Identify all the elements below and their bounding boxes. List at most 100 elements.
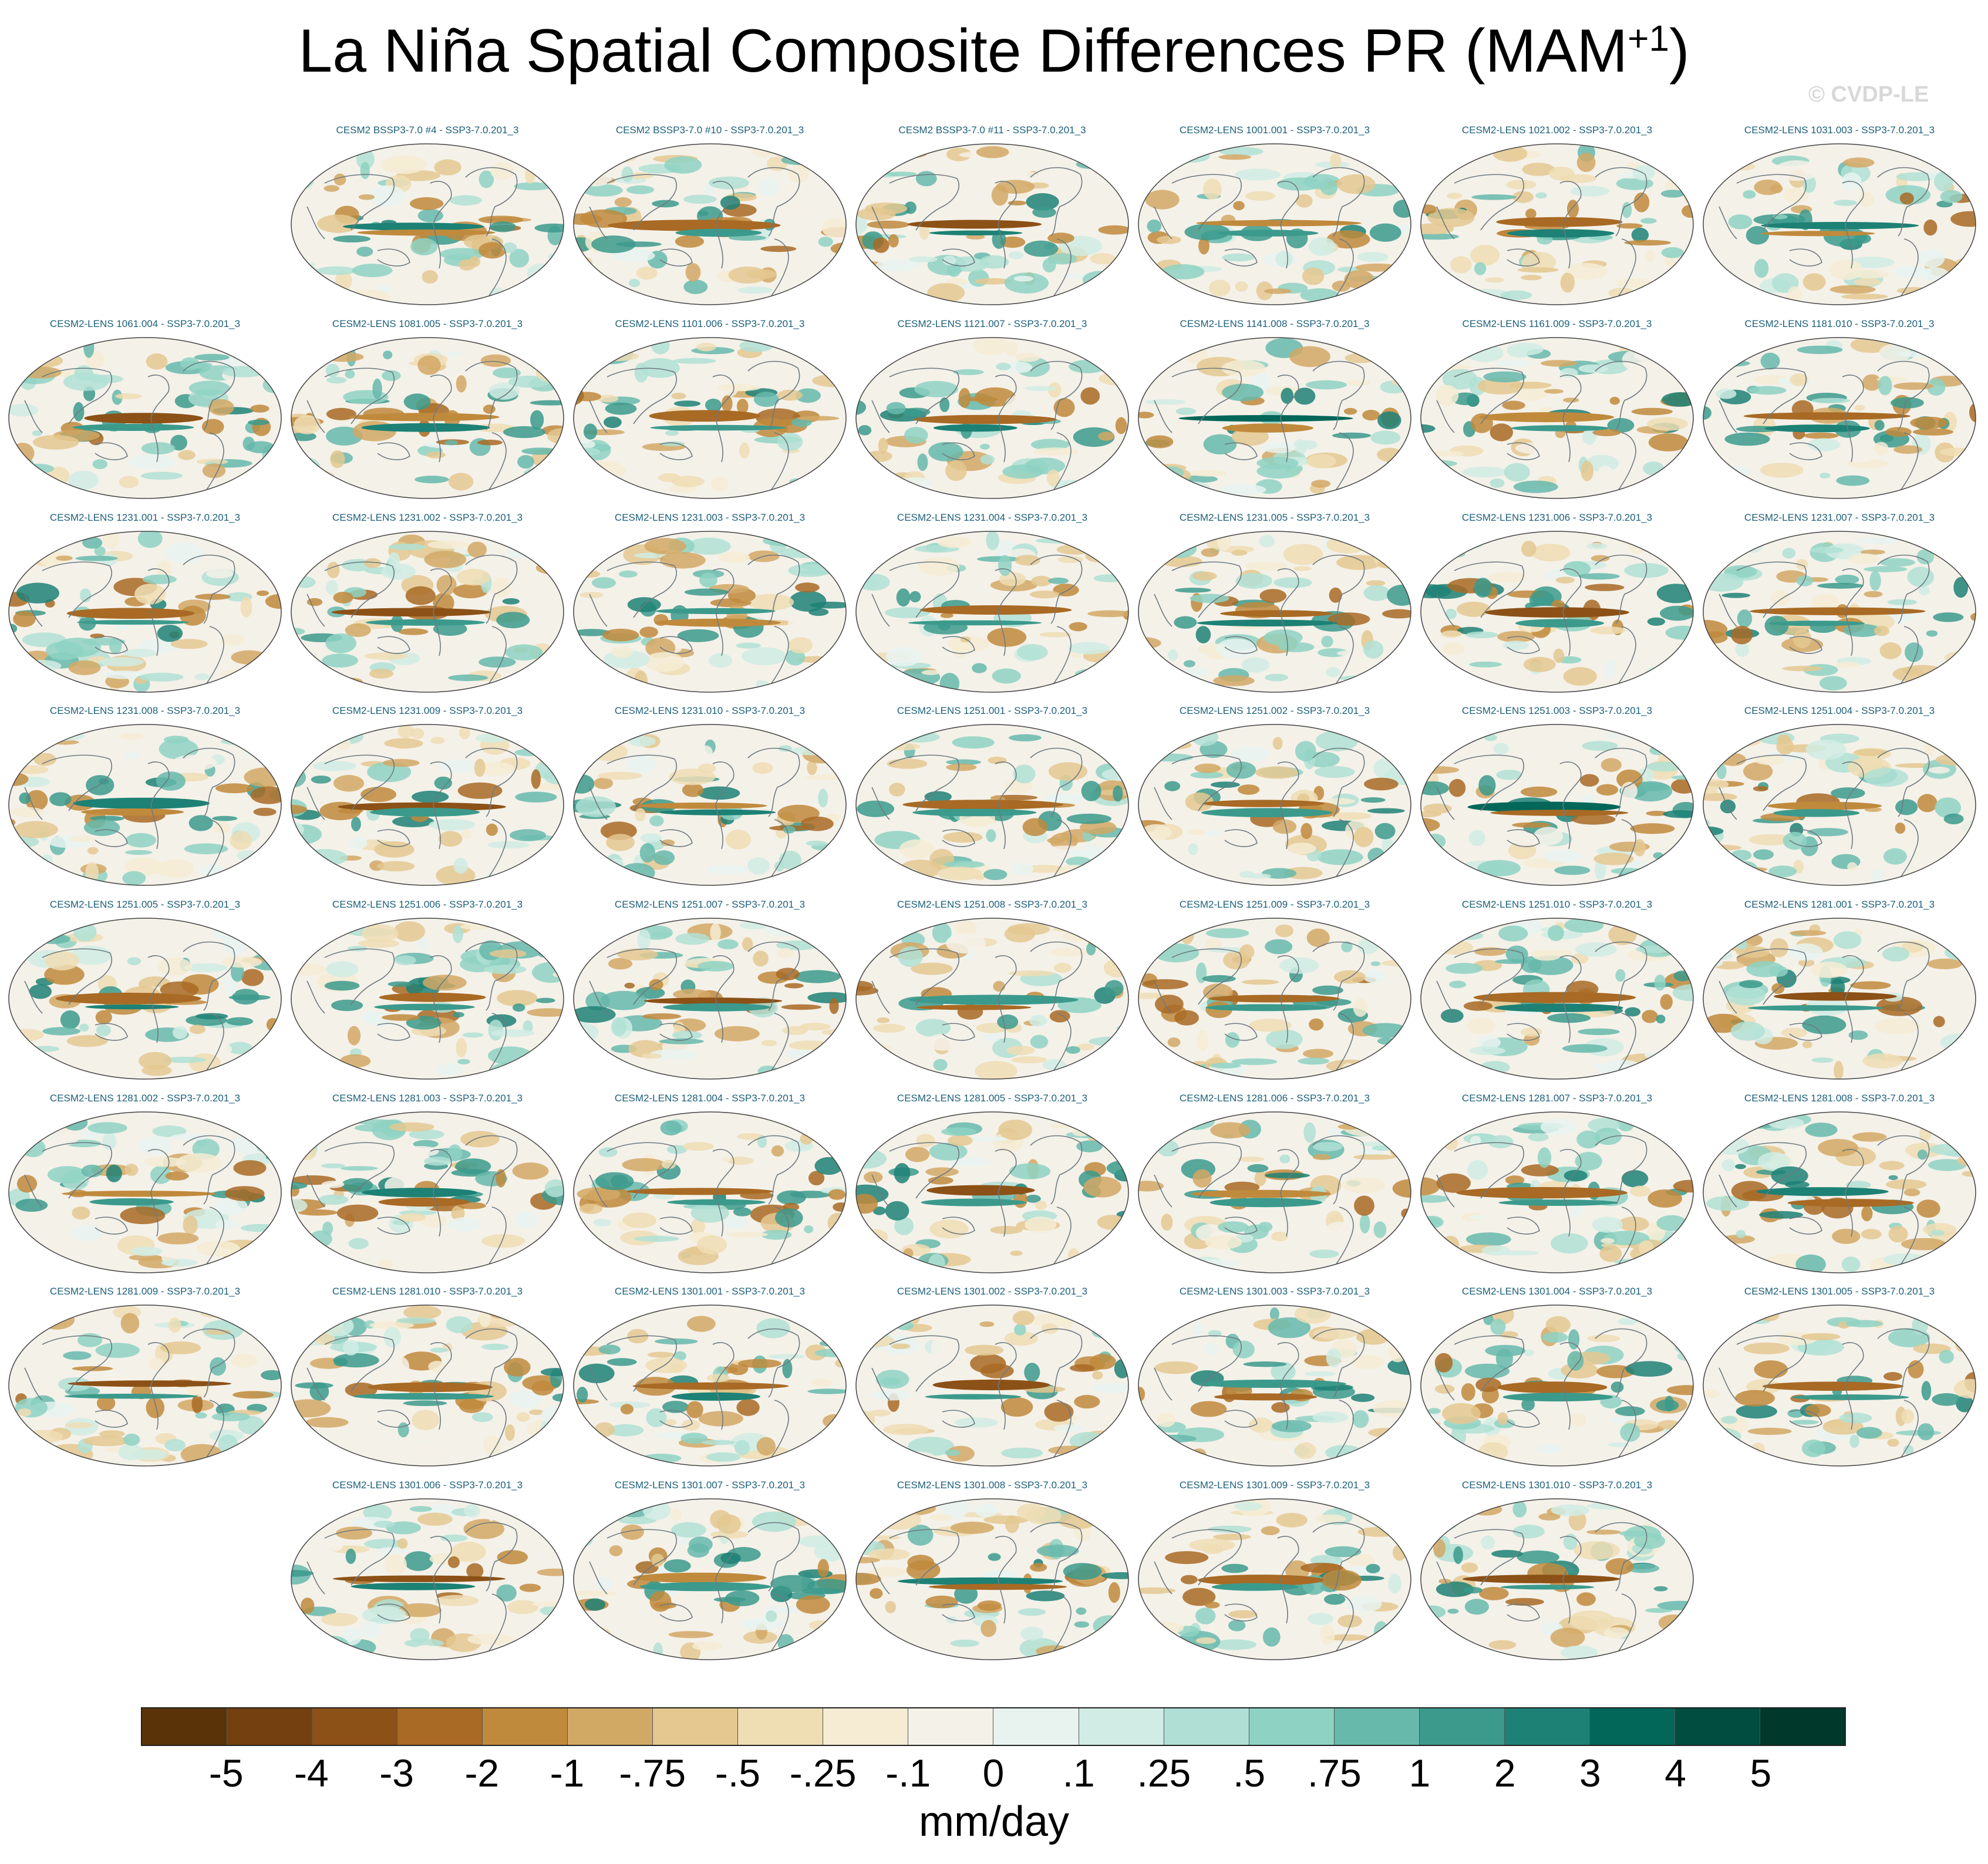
- anomaly-blob: [864, 865, 905, 884]
- map-border: [8, 531, 282, 693]
- anomaly-blob: [291, 1519, 296, 1532]
- anomaly-blob: [410, 1628, 430, 1643]
- anomaly-blob: [612, 1246, 657, 1258]
- anomaly-blob: [1517, 1550, 1559, 1564]
- anomaly-blob: [1094, 1515, 1104, 1528]
- colorbar-tick-label: .25: [1137, 1751, 1191, 1795]
- anomaly-blob: [1502, 400, 1525, 410]
- map-panel: CESM2-LENS 1231.002 - SSP3-7.0.201_3: [289, 512, 565, 695]
- anomaly-blob: [1653, 852, 1663, 859]
- anomaly-blob: [1449, 551, 1465, 558]
- anomaly-blob: [1312, 1411, 1349, 1423]
- anomaly-blob: [611, 646, 634, 658]
- anomaly-blob: [1475, 1377, 1502, 1392]
- map-border: [1138, 724, 1411, 886]
- map-panel: CESM2-LENS 1161.009 - SSP3-7.0.201_3: [1419, 318, 1695, 501]
- anomaly-blob: [1201, 548, 1219, 557]
- coastline: [1312, 1522, 1365, 1592]
- anomaly-blob: [1839, 1413, 1872, 1424]
- coastline: [942, 1603, 975, 1622]
- anomaly-blob: [44, 964, 85, 985]
- equatorial-anomaly: [1222, 423, 1313, 433]
- anomaly-blob: [1421, 668, 1442, 675]
- anomaly-blob: [83, 338, 95, 358]
- anomaly-blob: [348, 1238, 369, 1249]
- map-panel: CESM2-LENS 1251.004 - SSP3-7.0.201_3: [1701, 705, 1977, 888]
- anomaly-blob: [102, 1131, 116, 1151]
- anomaly-blob: [1342, 1063, 1355, 1078]
- anomaly-blob: [79, 1023, 89, 1032]
- anomaly-blob: [955, 921, 977, 936]
- anomaly-blob: [1940, 190, 1963, 203]
- anomaly-blob: [1625, 1007, 1641, 1017]
- anomaly-blob: [1792, 377, 1805, 383]
- anomaly-blob: [1703, 406, 1711, 420]
- anomaly-blob: [291, 851, 316, 862]
- anomaly-blob: [1314, 766, 1355, 778]
- anomaly-blob: [479, 656, 516, 668]
- anomaly-blob: [1168, 649, 1178, 661]
- anomaly-blob: [1562, 1044, 1608, 1053]
- coastline: [1154, 1174, 1172, 1208]
- anomaly-blob: [1469, 1215, 1486, 1220]
- anomaly-blob: [1854, 749, 1888, 756]
- anomaly-blob: [1205, 1235, 1242, 1249]
- anomaly-blob: [574, 370, 588, 386]
- coastline: [1901, 1400, 1919, 1458]
- anomaly-blob: [1144, 338, 1176, 354]
- anomaly-blob: [130, 1246, 163, 1256]
- anomaly-blob: [543, 1042, 564, 1051]
- anomaly-blob: [1927, 958, 1963, 969]
- anomaly-blob: [1076, 160, 1106, 169]
- anomaly-blob: [536, 1438, 564, 1455]
- panel-map: [1703, 1111, 1976, 1273]
- coastline: [24, 1367, 43, 1401]
- coastline: [1595, 554, 1647, 624]
- anomaly-blob: [1660, 605, 1693, 621]
- anomaly-blob: [807, 1388, 846, 1394]
- anomaly-blob: [1202, 975, 1236, 983]
- anomaly-blob: [596, 1576, 612, 1591]
- coastline: [465, 1328, 518, 1398]
- coastline: [147, 955, 170, 1043]
- panel-map: [855, 724, 1129, 886]
- coastline: [606, 1529, 677, 1586]
- anomaly-blob: [796, 1595, 830, 1614]
- anomaly-blob: [159, 739, 198, 760]
- anomaly-blob: [1141, 824, 1172, 841]
- anomaly-blob: [943, 831, 983, 843]
- anomaly-blob: [1030, 1563, 1047, 1572]
- anomaly-blob: [1490, 478, 1505, 488]
- anomaly-blob: [1716, 388, 1737, 399]
- anomaly-blob: [1209, 279, 1231, 296]
- anomaly-blob: [1030, 439, 1070, 451]
- equatorial-anomaly: [1764, 424, 1870, 433]
- coastline: [324, 174, 395, 231]
- anomaly-blob: [1672, 984, 1693, 1002]
- anomaly-blob: [1108, 1582, 1120, 1603]
- anomaly-blob: [1792, 629, 1812, 649]
- anomaly-blob: [1397, 1620, 1411, 1637]
- anomaly-blob: [1737, 609, 1753, 628]
- anomaly-blob: [747, 594, 794, 611]
- anomaly-blob: [1829, 259, 1864, 280]
- anomaly-blob: [1182, 1587, 1216, 1606]
- coastline: [42, 368, 112, 424]
- coastline: [1053, 432, 1072, 490]
- anomaly-blob: [689, 1536, 713, 1553]
- anomaly-blob: [291, 1440, 304, 1457]
- anomaly-blob: [188, 380, 230, 396]
- anomaly-blob: [1155, 1118, 1188, 1137]
- anomaly-blob: [487, 841, 530, 849]
- anomaly-blob: [711, 476, 729, 492]
- anomaly-blob: [856, 929, 885, 938]
- anomaly-blob: [1300, 1562, 1343, 1573]
- anomaly-blob: [1703, 793, 1737, 801]
- anomaly-blob: [1915, 362, 1939, 379]
- anomaly-blob: [1477, 859, 1521, 877]
- anomaly-blob: [1258, 1222, 1273, 1232]
- coastline: [1053, 238, 1072, 296]
- coastline: [324, 948, 395, 1005]
- anomaly-blob: [189, 1024, 205, 1034]
- anomaly-blob: [1496, 770, 1522, 780]
